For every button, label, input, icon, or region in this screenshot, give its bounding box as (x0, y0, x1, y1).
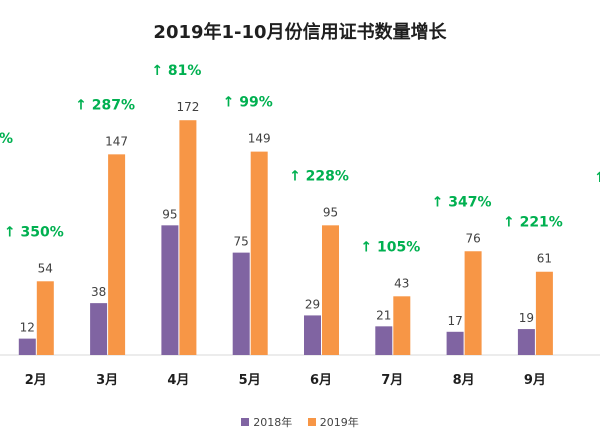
bar-2018-4 (161, 225, 179, 355)
x-tick-label-3: 3月 (96, 373, 118, 388)
bar-2018-2 (18, 338, 36, 355)
bar-2019-6 (322, 225, 339, 355)
x-tick-label-2: 2月 (25, 373, 47, 388)
bar-2019-4 (179, 120, 197, 355)
data-label-2019-9: 61 (537, 252, 552, 266)
growth-label-8: ↑ 347% (432, 194, 492, 210)
data-label-2019-2: 54 (38, 261, 53, 275)
legend-item-2019: 2019年 (307, 414, 359, 430)
bar-2019-9 (535, 271, 553, 355)
data-label-2019-4: 172 (176, 100, 199, 114)
data-label-2019-8: 76 (465, 231, 480, 245)
data-label-2018-4: 95 (162, 207, 177, 221)
data-label-2019-3: 147 (105, 134, 128, 148)
data-label-2019-7: 43 (394, 276, 409, 290)
bar-2019-8 (464, 251, 482, 355)
x-tick-label-7: 7月 (381, 373, 403, 388)
bar-2018-3 (90, 303, 108, 355)
data-label-2018-9: 19 (519, 311, 534, 325)
data-label-2019-6: 95 (323, 205, 338, 219)
bar-2018-6 (304, 315, 321, 355)
legend-swatch-2018 (241, 418, 250, 426)
growth-label-3: ↑ 287% (75, 97, 135, 113)
bar-2018-9 (517, 329, 535, 355)
x-tick-label-9: 9月 (524, 373, 546, 388)
bar-2019-3 (108, 154, 126, 355)
data-label-2019-5: 149 (248, 132, 271, 146)
data-label-2018-8: 17 (447, 314, 462, 328)
bar-2018-5 (232, 252, 250, 355)
data-label-2018-7: 21 (376, 308, 391, 322)
growth-label-5: ↑ 99% (223, 95, 273, 111)
legend-label-2018: 2018年 (253, 416, 293, 429)
x-tick-label-8: 8月 (453, 373, 475, 388)
growth-label-9: ↑ 221% (503, 215, 563, 231)
growth-label-7: ↑ 105% (360, 239, 420, 255)
bar-2019-2 (36, 281, 54, 355)
x-tick-label-6: 6月 (310, 373, 332, 388)
data-label-2018-5: 75 (234, 235, 249, 249)
growth-label-1-clipped: % (0, 131, 13, 147)
growth-label-10: ↑ (594, 170, 600, 186)
legend-label-2019: 2019年 (319, 416, 359, 429)
x-tick-label-5: 5月 (239, 373, 261, 388)
legend: 2018年 2019年 (0, 414, 600, 430)
bar-2019-7 (393, 296, 411, 355)
legend-swatch-2019 (307, 418, 316, 426)
chart-title: 2019年1-10月份信用证书数量增长 (153, 22, 447, 43)
growth-label-4: ↑ 81% (151, 63, 201, 79)
bar-2019-5 (250, 151, 268, 355)
legend-item-2018: 2018年 (241, 414, 292, 430)
data-label-2018-2: 12 (20, 321, 35, 335)
data-label-2018-6: 29 (305, 297, 320, 311)
bar-2018-8 (446, 331, 464, 355)
growth-label-2: ↑ 350% (4, 224, 64, 240)
data-label-2018-3: 38 (91, 285, 106, 299)
growth-label-6: ↑ 228% (289, 168, 349, 184)
bar-2018-7 (375, 326, 393, 355)
x-tick-label-4: 4月 (167, 373, 189, 388)
